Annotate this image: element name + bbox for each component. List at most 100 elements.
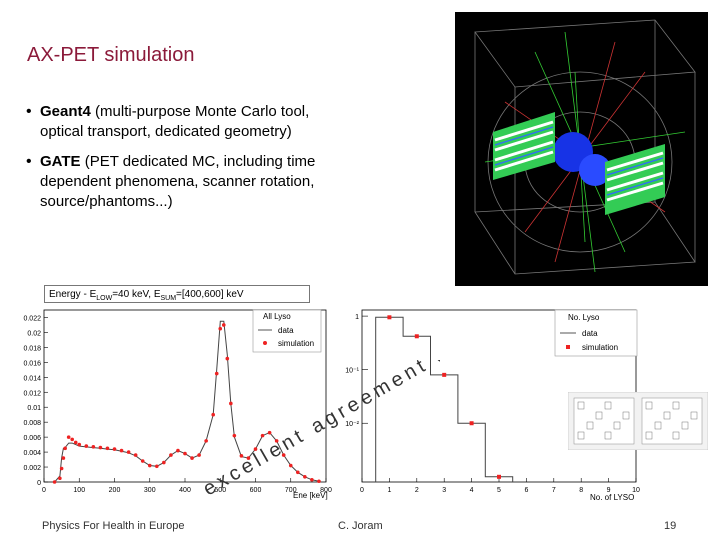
simulation-point — [91, 445, 96, 449]
simulation-point — [497, 474, 501, 479]
energy-sub-low: LOW — [96, 295, 113, 302]
x-tick-label: 100 — [73, 487, 85, 494]
hit-cell — [690, 411, 698, 420]
x-tick-label: 5 — [497, 487, 501, 494]
simulation-point — [169, 453, 173, 457]
x-axis-label: No. of LYSO — [590, 493, 634, 502]
bullet-text: GATE (PET dedicated MC, including time d… — [40, 152, 360, 212]
simulation-point — [105, 446, 110, 451]
hit-map-thumbnail — [568, 392, 708, 450]
x-tick-label: 0 — [42, 487, 46, 494]
simulation-point — [253, 447, 258, 451]
simulation-point — [281, 453, 286, 457]
simulation-point — [274, 439, 279, 443]
simulation-point — [176, 448, 180, 453]
hit-cell — [604, 401, 612, 410]
hit-cell — [672, 401, 680, 410]
x-tick-label: 700 — [285, 487, 297, 494]
simulation-point — [246, 456, 251, 460]
x-tick-label: 0 — [360, 487, 364, 494]
x-axis-label: Ene [keV] — [293, 491, 328, 500]
simulation-point — [140, 459, 145, 463]
simulation-point — [229, 401, 233, 406]
simulation-point — [310, 477, 314, 482]
energy-spectrum-plot: 0 0.002 0.004 0.006 0.008 0.01 0.012 0.014 0.016… — [8, 302, 333, 502]
simulation-point — [214, 371, 219, 376]
simulation-point — [66, 435, 71, 439]
simulation-point — [469, 421, 474, 426]
y-tick-label: 10⁻² — [345, 421, 359, 428]
simulation-point — [61, 456, 66, 460]
x-tick-label: 7 — [552, 487, 556, 494]
y-tick-label: 1 — [355, 314, 359, 321]
x-tick-label: 2 — [415, 487, 419, 494]
hit-cell — [645, 431, 653, 440]
bullet-rest: (PET dedicated MC, including time — [80, 153, 316, 170]
legend-data: data — [582, 329, 598, 338]
simulation-point — [317, 479, 321, 484]
simulation-point — [387, 315, 392, 320]
slide-title: AX-PET simulation — [27, 44, 195, 66]
y-tick-label: 0.022 — [23, 315, 41, 322]
data-series-line — [54, 320, 320, 483]
energy-prefix: Energy - E — [49, 289, 97, 300]
simulation-point — [296, 470, 300, 475]
x-tick-label: 200 — [109, 487, 121, 494]
simulation-point — [221, 323, 226, 327]
bullet-bold: GATE — [40, 153, 81, 170]
simulation-point — [414, 334, 419, 339]
simulation-point — [73, 440, 78, 445]
x-tick-label: 1 — [387, 487, 391, 494]
simulation-point — [442, 372, 447, 377]
x-tick-label: 9 — [607, 487, 611, 494]
simulation-point — [59, 466, 64, 471]
simulation-point — [52, 480, 57, 484]
y-tick-label: 0 — [37, 480, 41, 487]
energy-mid: =40 keV, E — [112, 289, 161, 300]
simulation-point — [147, 463, 152, 468]
y-tick-label: 0.018 — [23, 345, 41, 352]
energy-sub-sum: SUM — [160, 295, 177, 302]
y-tick-label: 10⁻¹ — [345, 368, 359, 375]
y-tick-label: 0.01 — [27, 405, 41, 412]
simulation-point — [155, 464, 159, 469]
simulation-point — [232, 433, 237, 438]
plot-frame — [43, 309, 327, 483]
hit-cell — [613, 421, 621, 430]
y-tick-label: 0.012 — [23, 390, 41, 397]
hit-cell — [645, 401, 653, 410]
footer-author: C. Joram — [338, 520, 383, 532]
simulation-point — [77, 442, 82, 447]
legend-title: No. Lyso — [568, 313, 600, 322]
bullet-dot-icon: • — [26, 153, 32, 170]
hit-cell — [577, 431, 585, 440]
hit-cell — [604, 431, 612, 440]
legend-data: data — [278, 326, 294, 335]
simulation-point — [197, 453, 201, 457]
legend-simulation: simulation — [278, 339, 314, 348]
detector-simulation-image — [455, 12, 708, 286]
bullet-line2: dependent phenomena, scanner rotation, — [40, 173, 315, 190]
y-tick-label: 0.014 — [23, 375, 41, 382]
y-tick-label: 0.006 — [23, 435, 41, 442]
simulation-point — [133, 453, 138, 457]
simulation-point — [63, 446, 67, 451]
simulation-point — [260, 433, 265, 438]
x-tick-label: 800 — [320, 487, 332, 494]
simulation-point — [288, 463, 293, 468]
x-tick-label: 3 — [442, 487, 446, 494]
hit-cell — [622, 411, 630, 420]
x-tick-label: 300 — [144, 487, 156, 494]
simulation-point — [112, 447, 117, 451]
y-tick-label: 0.02 — [27, 330, 41, 337]
energy-suffix: =[400,600] keV — [176, 289, 244, 300]
simulation-point — [84, 444, 89, 448]
simulation-point — [98, 445, 103, 450]
bullet-bold: Geant4 — [40, 103, 91, 120]
y-tick-label: 0.008 — [23, 420, 41, 427]
hit-cell — [586, 421, 594, 430]
bullet-geant4: • Geant4 (multi-purpose Monte Carlo tool… — [26, 102, 356, 147]
simulation-point — [58, 476, 62, 481]
simulation-point — [119, 448, 124, 453]
simulation-point — [211, 412, 215, 417]
